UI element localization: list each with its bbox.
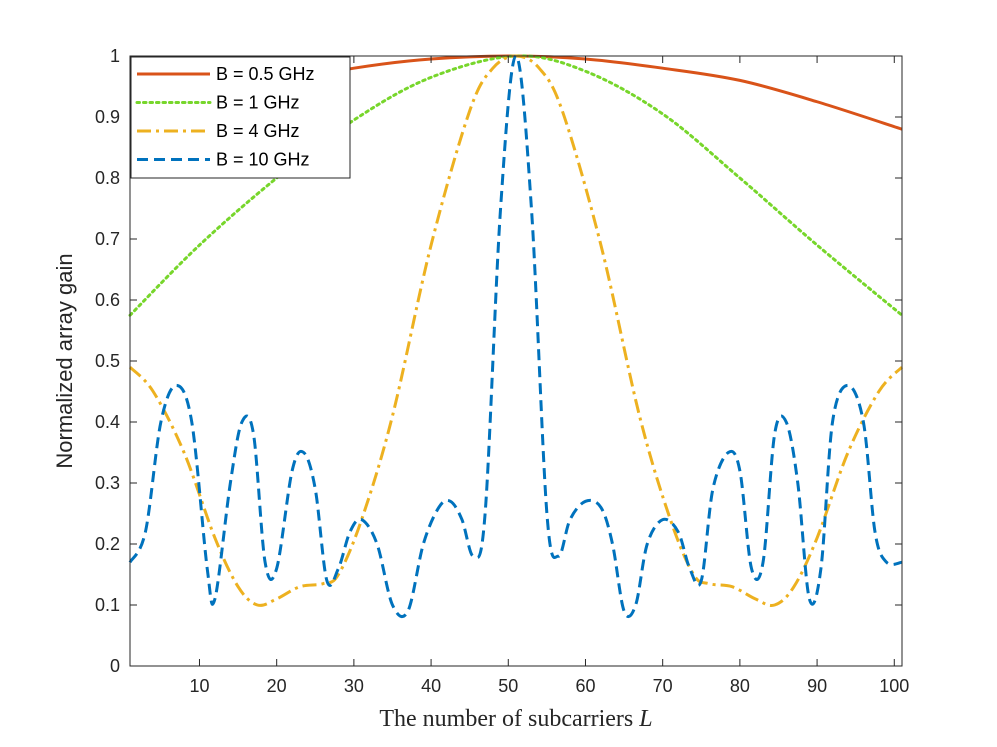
legend-label: B = 4 GHz [216,121,300,141]
x-axis-ticks: 10 20 30 40 50 60 70 80 90 100 [189,56,909,696]
series-line [128,54,903,619]
x-axis-title-text: The number of subcarriers [379,706,633,732]
y-tick-label: 0.8 [95,168,120,188]
x-tick-label: 30 [344,676,364,696]
y-tick-label: 0.1 [95,595,120,615]
x-tick-label: 100 [879,676,909,696]
x-tick-label: 10 [189,676,209,696]
y-axis-title: Normalized array gain [52,253,77,468]
x-tick-label: 90 [807,676,827,696]
y-tick-label: 0.9 [95,107,120,127]
legend-label: B = 1 GHz [216,93,300,113]
legend-label: B = 10 GHz [216,150,310,170]
y-tick-label: 0.6 [95,290,120,310]
x-axis-title: The number of subcarriers L [379,706,652,732]
y-tick-label: 0 [110,656,120,676]
x-tick-label: 70 [653,676,673,696]
x-tick-label: 50 [498,676,518,696]
x-tick-label: 40 [421,676,441,696]
x-tick-label: 60 [575,676,595,696]
y-axis-ticks: 0 0.1 0.2 0.3 0.4 0.5 0.6 0.7 0.8 0.9 1 [95,46,902,676]
legend-box [130,56,351,179]
y-tick-label: 0.3 [95,473,120,493]
legend-label: B = 0.5 GHz [216,64,315,84]
legend: B = 0.5 GHz B = 1 GHz B = 4 GHz B = 10 GHz [130,56,351,179]
y-tick-label: 0.2 [95,534,120,554]
x-tick-label: 20 [267,676,287,696]
x-tick-label: 80 [730,676,750,696]
x-axis-title-variable: L [638,706,652,732]
y-tick-label: 1 [110,46,120,66]
y-tick-label: 0.4 [95,412,120,432]
y-tick-label: 0.7 [95,229,120,249]
y-tick-label: 0.5 [95,351,120,371]
